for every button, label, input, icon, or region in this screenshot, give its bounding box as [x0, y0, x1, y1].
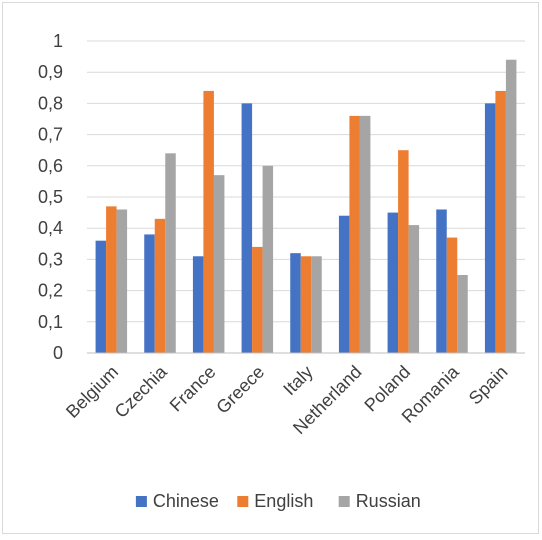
y-tick-label: 0,8: [38, 93, 63, 113]
x-tick-label: Greece: [212, 362, 268, 418]
chart-frame: 0 0,1 0,2 0,3 0,4 0,5 0,6 0,7 0,8 0,9 1 Belgium Cze…: [2, 2, 539, 534]
bar-chinese-greece: [241, 103, 253, 354]
y-tick-label: 0,9: [38, 62, 63, 82]
y-tick-label: 0,5: [38, 187, 63, 207]
bar-english-poland: [398, 150, 409, 353]
x-tick-label: Czechia: [111, 361, 172, 422]
legend-label-english: English: [254, 491, 313, 511]
legend: Chinese English Russian: [135, 491, 421, 511]
bar-chinese-italy: [290, 253, 301, 353]
y-tick-label: 0,2: [38, 281, 63, 301]
bar-english-spain: [495, 90, 506, 354]
bar-english-czechia: [154, 218, 166, 353]
bar-english-greece: [252, 246, 263, 353]
bar-english-romania: [446, 237, 458, 353]
bars: [95, 59, 517, 354]
legend-swatch-russian: [338, 496, 350, 507]
bar-russian-greece: [262, 165, 274, 353]
bar-english-italy: [300, 256, 312, 353]
bar-chinese-belgium: [95, 240, 107, 353]
legend-swatch-english: [237, 496, 249, 507]
y-tick-label: 0,4: [38, 218, 63, 238]
y-tick-label: 0,7: [38, 125, 63, 145]
bar-chinese-spain: [484, 103, 496, 354]
y-tick-label: 0,6: [38, 156, 63, 176]
y-axis-ticks: 0 0,1 0,2 0,3 0,4 0,5 0,6 0,7 0,8 0,9 1: [38, 31, 63, 363]
bar-russian-spain: [505, 59, 517, 353]
y-tick-label: 0,1: [38, 312, 63, 332]
bar-russian-romania: [457, 275, 468, 353]
bar-russian-czechia: [165, 153, 176, 353]
bar-chinese-poland: [387, 212, 399, 353]
legend-label-russian: Russian: [356, 491, 421, 511]
bar-chinese-czechia: [144, 234, 155, 353]
bar-russian-italy: [311, 256, 322, 353]
x-tick-label: Belgium: [62, 362, 122, 422]
x-tick-label: France: [166, 362, 220, 416]
bar-chinese-romania: [436, 209, 447, 353]
bar-russian-belgium: [116, 209, 128, 353]
y-tick-label: 0: [53, 343, 63, 363]
bar-english-netherland: [349, 115, 360, 353]
y-tick-label: 0,3: [38, 249, 63, 269]
bar-english-belgium: [106, 206, 117, 353]
legend-swatch-chinese: [135, 496, 147, 507]
y-tick-label: 1: [53, 31, 63, 51]
bar-russian-poland: [408, 225, 420, 353]
bar-english-france: [203, 90, 214, 354]
bar-russian-france: [213, 175, 225, 353]
bar-chinese-netherland: [338, 215, 350, 353]
bar-chinese-france: [192, 256, 204, 353]
x-tick-label: Italy: [279, 362, 316, 399]
bar-russian-netherland: [359, 115, 371, 353]
bar-chart: 0 0,1 0,2 0,3 0,4 0,5 0,6 0,7 0,8 0,9 1 BelgiumCze…: [38, 31, 525, 511]
legend-label-chinese: Chinese: [153, 491, 219, 511]
x-tick-label: Spain: [465, 362, 512, 409]
